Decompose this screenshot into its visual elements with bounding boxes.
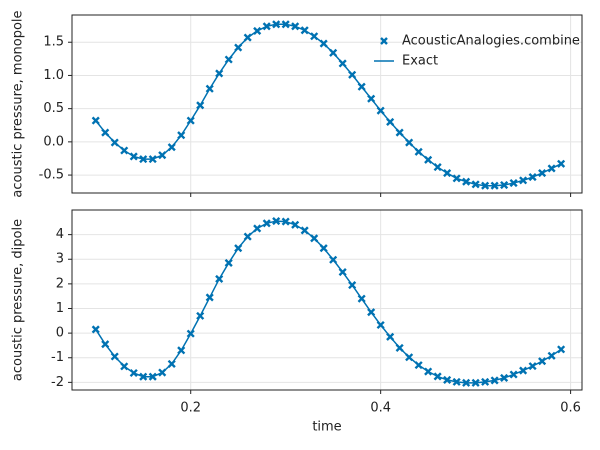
line bbox=[95, 220, 562, 384]
x-tick-label: 0.4 bbox=[370, 401, 391, 416]
y-tick-label: -2 bbox=[51, 375, 64, 390]
legend-label: Exact bbox=[402, 54, 438, 69]
y-tick-label: 0.0 bbox=[43, 134, 64, 149]
y-tick-label: 1.0 bbox=[43, 68, 64, 83]
y-axis-label: acoustic pressure, monopole bbox=[11, 10, 26, 197]
marker-stroke bbox=[91, 325, 100, 334]
y-tick-label: -1 bbox=[51, 350, 64, 365]
x-tick-label: 0.6 bbox=[560, 401, 581, 416]
legend-label: AcousticAnalogies.combine bbox=[402, 34, 580, 49]
marker-stroke bbox=[91, 116, 100, 125]
y-tick-label: 1.5 bbox=[43, 35, 64, 50]
y-tick-label: 0.5 bbox=[43, 101, 64, 116]
y-axis-label: acoustic pressure, dipole bbox=[11, 219, 26, 381]
plot-frame bbox=[71, 209, 583, 391]
y-tick-label: 1 bbox=[56, 301, 64, 316]
y-tick-label: 2 bbox=[56, 276, 64, 291]
marker-stroke bbox=[380, 37, 388, 45]
legend-marker bbox=[380, 37, 388, 45]
x-tick-label: 0.2 bbox=[180, 401, 201, 416]
y-tick-label: 4 bbox=[56, 227, 64, 242]
y-tick-label: 0 bbox=[56, 326, 64, 341]
y-tick-label: -0.5 bbox=[39, 168, 64, 183]
line bbox=[95, 23, 562, 187]
x-axis-label: time bbox=[312, 420, 341, 435]
plot-frame bbox=[71, 14, 583, 194]
y-tick-label: 3 bbox=[56, 252, 64, 267]
